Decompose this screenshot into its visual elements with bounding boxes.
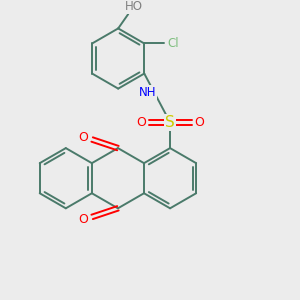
Text: S: S: [165, 115, 175, 130]
Text: HO: HO: [125, 0, 143, 14]
Text: O: O: [78, 131, 88, 144]
Text: O: O: [136, 116, 146, 129]
Text: O: O: [194, 116, 204, 129]
Text: O: O: [78, 213, 88, 226]
Text: NH: NH: [138, 86, 156, 99]
Text: Cl: Cl: [167, 37, 179, 50]
